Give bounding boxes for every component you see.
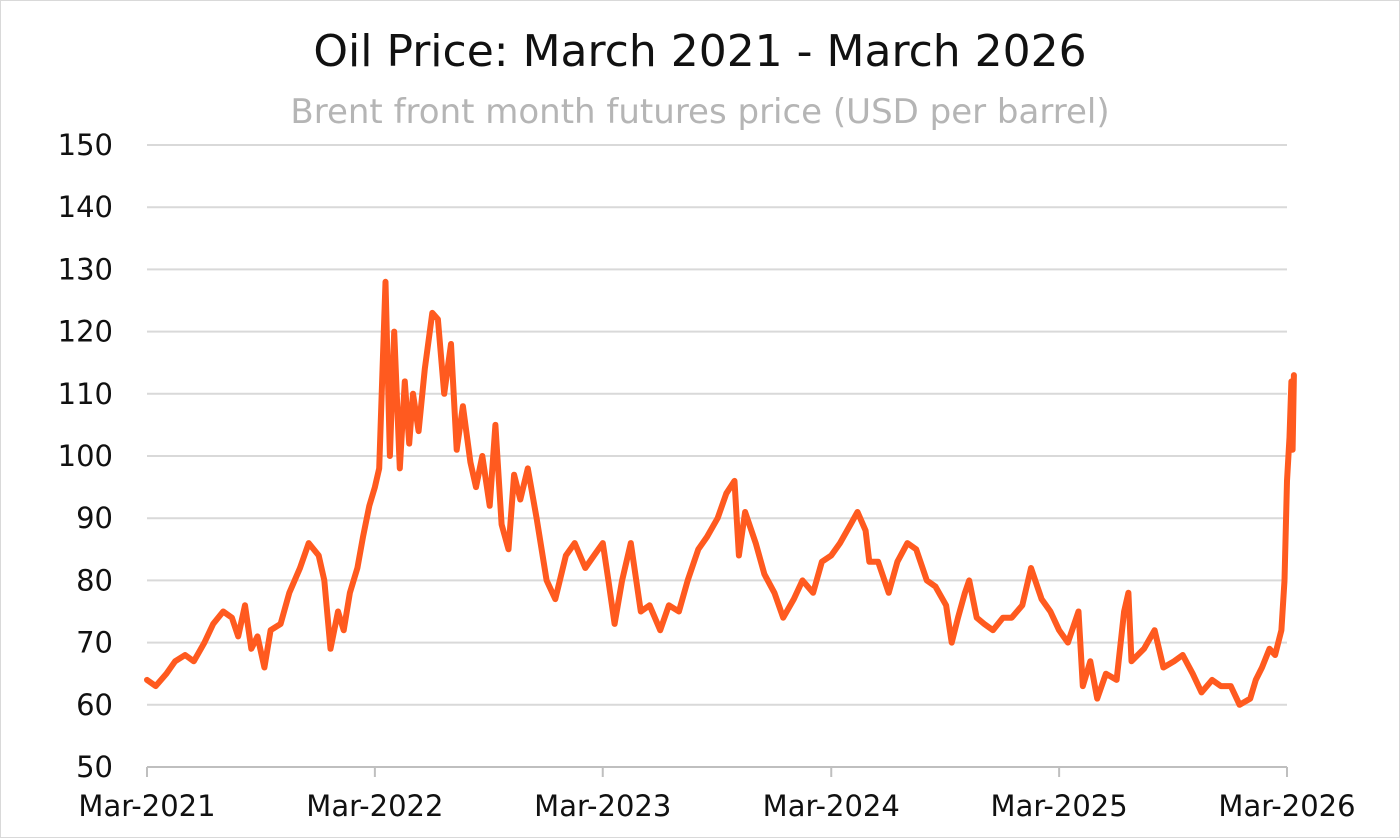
- x-axis: [146, 766, 1288, 777]
- x-tick-label: Mar-2024: [763, 789, 900, 823]
- x-tick-label: Mar-2023: [534, 789, 671, 823]
- y-tick-label: 60: [76, 688, 113, 722]
- y-tick-label: 100: [58, 439, 113, 473]
- x-tick-label: Mar-2022: [306, 789, 443, 823]
- x-tick-label: Mar-2025: [991, 789, 1128, 823]
- y-tick-label: 90: [76, 501, 113, 535]
- chart-subtitle: Brent front month futures price (USD per…: [290, 92, 1110, 132]
- y-tick-label: 110: [58, 377, 113, 411]
- gridlines: [147, 144, 1287, 706]
- series-layer: [144, 278, 1297, 708]
- chart-title: Oil Price: March 2021 - March 2026: [313, 26, 1087, 77]
- x-axis-tick-labels: Mar-2021 Mar-2022 Mar-2023 Mar-2024 Mar-2025…: [78, 789, 1355, 823]
- y-tick-label: 80: [76, 563, 113, 597]
- y-tick-label: 150: [58, 128, 113, 162]
- y-tick-label: 70: [76, 626, 113, 660]
- y-tick-label: 140: [58, 190, 113, 224]
- y-axis-tick-labels: 50 60 70 80 90 100 110 120 130 140 150: [58, 128, 113, 784]
- y-tick-label: 50: [76, 750, 113, 784]
- x-tick-label: Mar-2026: [1218, 789, 1355, 823]
- y-tick-label: 130: [58, 252, 113, 286]
- x-tick-label: Mar-2021: [78, 789, 215, 823]
- y-tick-label: 120: [58, 315, 113, 349]
- series-line: [144, 278, 1297, 708]
